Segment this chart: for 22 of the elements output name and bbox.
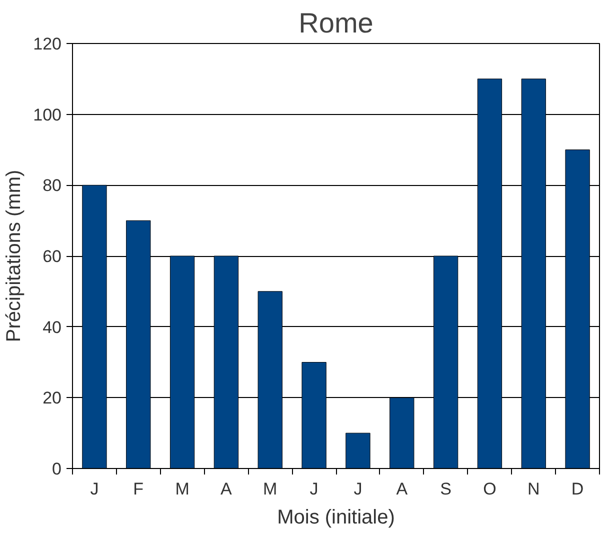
x-axis-title: Mois (initiale) xyxy=(277,506,395,528)
x-tick-label: A xyxy=(396,480,408,498)
x-tick-label: N xyxy=(527,480,540,498)
y-tick-label: 40 xyxy=(42,318,62,337)
x-tick-label: J xyxy=(90,480,99,498)
x-tick-label: J xyxy=(354,480,362,498)
y-tick-label: 60 xyxy=(42,247,62,266)
y-axis-title: Précipitations (mm) xyxy=(3,170,26,342)
y-tick-label: 100 xyxy=(33,105,62,124)
y-tick-label: 20 xyxy=(42,388,62,408)
y-tick-label: 120 xyxy=(33,34,62,54)
y-tick-label: 0 xyxy=(52,460,62,478)
y-tick-label: 80 xyxy=(42,176,62,196)
x-tick-label: O xyxy=(483,480,496,498)
x-tick-label: D xyxy=(571,480,584,498)
chart-title: Rome xyxy=(298,8,374,38)
x-tick-label: S xyxy=(440,480,452,498)
x-tick-label: F xyxy=(133,480,144,498)
x-tick-label: M xyxy=(263,480,278,498)
x-tick-label: A xyxy=(220,480,233,498)
x-tick-label: J xyxy=(310,480,318,498)
x-tick-label: M xyxy=(175,480,190,498)
